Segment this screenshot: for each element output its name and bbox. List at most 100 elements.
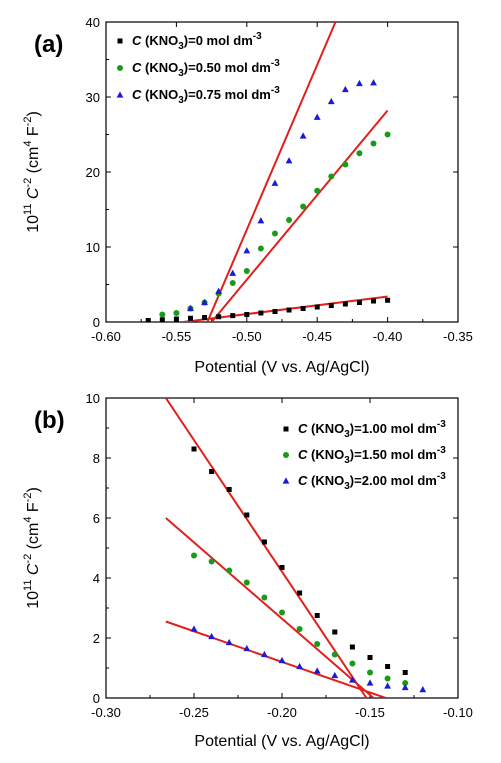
x-tick-label: -0.55 <box>162 329 192 344</box>
legend-variable: C <box>132 60 142 75</box>
y-label-prefix: 10 <box>25 215 42 233</box>
y-label-variable: C <box>25 563 42 579</box>
data-point <box>349 660 356 667</box>
y-tick-label: 30 <box>86 90 100 105</box>
y-tick-label: 0 <box>93 315 100 330</box>
data-point <box>314 187 321 194</box>
data-point <box>296 662 303 670</box>
legend-superscript: -3 <box>253 31 262 42</box>
data-point <box>243 247 251 254</box>
legend-subscript: 3 <box>344 455 350 466</box>
legend-entry: C (KNO3)=1.00 mol dm-3 <box>298 419 446 440</box>
x-tick-label: -0.40 <box>373 329 403 344</box>
panel-b: -0.30 -0.25 -0.20 -0.15 -0.10 0 2 4 6 8 10 Potentia… <box>22 391 473 750</box>
data-point <box>244 512 250 518</box>
data-point <box>342 301 348 307</box>
y-label-unit: (cm <box>25 147 42 178</box>
data-point <box>271 230 278 237</box>
data-point <box>201 298 208 306</box>
y-label-unit-mid: F <box>25 126 42 140</box>
legend-text: (KNO <box>141 33 178 48</box>
y-label-exponent: 11 <box>22 204 34 215</box>
data-point <box>230 313 236 319</box>
data-point <box>173 316 179 322</box>
legend-text: (KNO <box>141 60 178 75</box>
data-point <box>225 638 233 646</box>
data-point <box>261 650 268 658</box>
data-point <box>370 79 377 86</box>
legend-variable: C <box>132 33 142 48</box>
fit-line <box>165 517 375 698</box>
data-point <box>356 300 362 305</box>
y-tick-label: 10 <box>86 240 100 255</box>
y-tick-label: 2 <box>93 631 100 646</box>
y-tick-label: 6 <box>93 511 100 526</box>
y-tick-label: 10 <box>86 391 100 406</box>
data-point <box>300 306 306 311</box>
legend-marker <box>283 426 289 432</box>
x-axis-label: Potential (V vs. Ag/AgCl) <box>194 359 369 376</box>
data-point <box>257 245 264 252</box>
data-point <box>190 625 198 632</box>
data-point <box>366 679 374 686</box>
y-label-unit-close: ) <box>25 487 42 492</box>
x-tick-label: -0.50 <box>232 329 262 344</box>
legend-entry: C (KNO3)=0 mol dm-3 <box>132 31 262 52</box>
y-tick-label: 8 <box>93 451 100 466</box>
data-point <box>297 590 303 596</box>
data-point <box>286 217 293 223</box>
legend-text-rest: )=1.50 mol dm <box>350 447 437 462</box>
y-label-var-exponent: -2 <box>22 554 34 564</box>
data-point <box>314 613 320 618</box>
data-point <box>328 173 335 180</box>
y-tick-label: 0 <box>93 691 100 706</box>
plot-data-area <box>165 398 427 698</box>
y-tick-label: 20 <box>86 165 100 180</box>
data-point <box>367 655 373 660</box>
data-point <box>313 667 321 674</box>
legend-entry: C (KNO3)=0.75 mol dm-3 <box>132 85 280 106</box>
data-point <box>285 157 293 164</box>
data-point <box>419 686 427 693</box>
y-label-unit-exp2: -2 <box>22 493 34 503</box>
legend-entry: C (KNO3)=1.50 mol dm-3 <box>298 445 446 466</box>
data-point <box>349 676 356 683</box>
data-point <box>226 567 233 574</box>
x-tick-label: -0.15 <box>355 705 385 720</box>
y-label-var-exponent: -2 <box>22 178 34 188</box>
legend-variable: C <box>298 447 308 462</box>
legend-superscript: -3 <box>437 445 446 456</box>
y-label-unit-exp1: 4 <box>22 141 34 147</box>
y-tick-label: 4 <box>93 571 100 586</box>
plot-frame <box>105 397 459 699</box>
legend-text-rest: )=0.75 mol dm <box>184 87 271 102</box>
y-label-prefix: 10 <box>25 591 42 609</box>
data-point <box>384 675 391 682</box>
data-point <box>279 565 285 570</box>
data-point <box>261 539 267 545</box>
data-point <box>384 131 391 138</box>
x-tick-label: -0.45 <box>302 329 332 344</box>
data-point <box>331 651 338 658</box>
data-point <box>173 310 180 316</box>
data-point <box>278 656 286 664</box>
data-point <box>332 629 338 635</box>
legend-text: (KNO <box>141 87 178 102</box>
data-point <box>331 671 339 679</box>
data-point <box>341 85 349 93</box>
data-point <box>216 314 222 320</box>
data-point <box>402 670 408 675</box>
data-point <box>243 644 251 652</box>
data-point <box>229 269 237 276</box>
panel-label: (b) <box>34 407 65 434</box>
legend-superscript: -3 <box>437 471 446 482</box>
legend-subscript: 3 <box>178 68 184 79</box>
data-point <box>401 683 409 691</box>
fit-line <box>210 109 389 322</box>
legend-marker <box>117 38 123 44</box>
legend-text: (KNO <box>307 447 344 462</box>
data-point <box>243 268 250 274</box>
panel-a: -0.60 -0.55 -0.50 -0.45 -0.40 -0.35 0 10 20 30 40 P… <box>22 15 473 376</box>
data-point <box>299 132 307 139</box>
